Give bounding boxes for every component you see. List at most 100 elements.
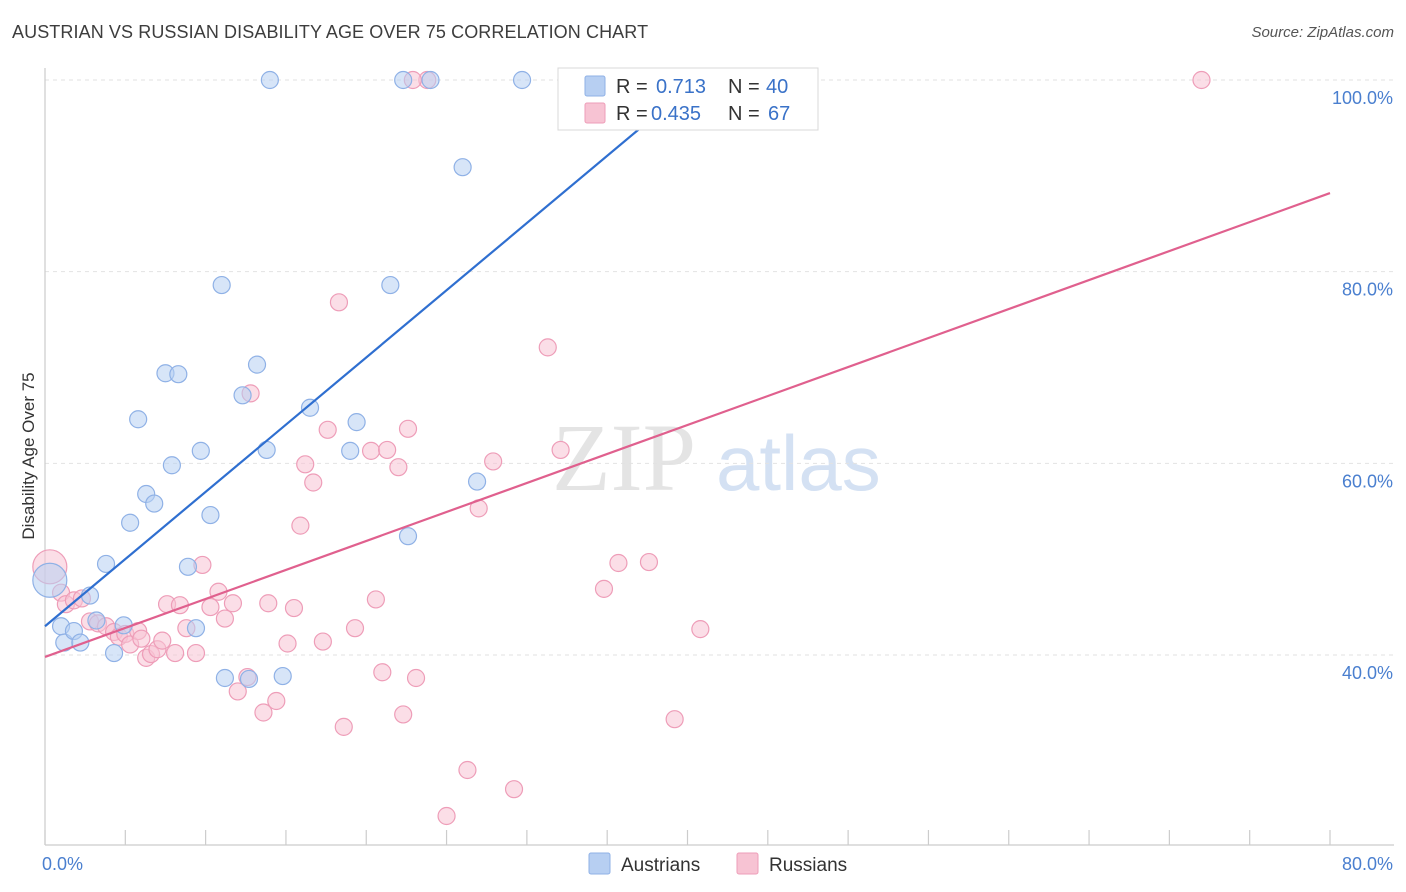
watermark-zip: ZIP bbox=[552, 404, 696, 511]
data-point bbox=[381, 275, 400, 295]
russians-r-label: R = bbox=[616, 103, 648, 125]
data-point bbox=[484, 452, 503, 471]
stats-legend: R = 0.713 N = 40 R = 0.435 N = 67 bbox=[557, 67, 819, 131]
data-point bbox=[300, 398, 320, 417]
data-point bbox=[162, 456, 181, 475]
data-point bbox=[186, 619, 206, 638]
legend-russians-swatch bbox=[736, 852, 759, 875]
russians-n-value: 67 bbox=[768, 103, 790, 125]
source-credit: Source: ZipAtlas.com bbox=[1251, 24, 1394, 41]
data-point bbox=[257, 440, 276, 460]
data-point bbox=[259, 594, 278, 613]
austrians-n-value: 40 bbox=[766, 76, 788, 98]
data-point bbox=[153, 631, 172, 650]
data-point bbox=[132, 629, 151, 648]
data-point bbox=[166, 643, 185, 663]
data-point bbox=[334, 717, 353, 736]
data-point bbox=[228, 682, 247, 701]
trend-lines bbox=[44, 74, 1331, 658]
austrians-swatch bbox=[584, 75, 606, 97]
data-point bbox=[361, 441, 381, 460]
data-point bbox=[504, 780, 524, 799]
series-legend: Austrians Russians bbox=[588, 852, 847, 876]
data-point bbox=[609, 553, 628, 573]
trend-line-russians bbox=[44, 192, 1331, 658]
y-tick-labels: 40.0% 60.0% 80.0% 100.0% bbox=[1332, 88, 1393, 683]
data-point bbox=[1192, 70, 1211, 90]
legend-austrians-swatch bbox=[588, 852, 611, 875]
data-point bbox=[278, 634, 297, 653]
y-tick-label: 40.0% bbox=[1342, 663, 1393, 683]
data-point bbox=[273, 666, 292, 686]
data-point bbox=[538, 338, 557, 357]
data-point bbox=[178, 557, 198, 576]
russians-r-value: 0.435 bbox=[651, 103, 701, 125]
data-point bbox=[254, 703, 273, 722]
austrians-r-label: R = bbox=[616, 76, 648, 98]
data-point bbox=[594, 579, 614, 598]
data-point bbox=[121, 513, 140, 532]
data-point bbox=[201, 505, 220, 525]
data-point bbox=[32, 562, 68, 598]
data-point bbox=[373, 663, 392, 682]
data-point bbox=[284, 598, 304, 618]
legend-russians-label: Russians bbox=[769, 855, 847, 876]
russians-swatch bbox=[584, 102, 606, 124]
data-point bbox=[296, 455, 315, 474]
data-point bbox=[129, 410, 148, 429]
data-point bbox=[318, 420, 337, 439]
data-point bbox=[378, 440, 397, 460]
y-tick-label: 60.0% bbox=[1342, 471, 1393, 491]
x-tick-label: 0.0% bbox=[42, 854, 83, 874]
data-point bbox=[421, 70, 440, 90]
data-point bbox=[233, 386, 252, 405]
data-point bbox=[239, 669, 259, 689]
austrians-n-label: N = bbox=[728, 76, 760, 98]
data-point bbox=[87, 611, 106, 630]
watermark: ZIP atlas bbox=[552, 404, 881, 511]
data-point bbox=[453, 158, 472, 177]
x-tick-labels: 0.0% 80.0% bbox=[42, 854, 1393, 874]
data-point bbox=[104, 643, 124, 663]
chart-title: AUSTRIAN VS RUSSIAN DISABILITY AGE OVER … bbox=[12, 22, 649, 42]
data-point bbox=[304, 473, 323, 492]
y-axis-label: Disability Age Over 75 bbox=[19, 372, 38, 539]
gridlines bbox=[45, 79, 1394, 656]
data-point bbox=[406, 668, 426, 688]
data-point bbox=[291, 516, 310, 535]
data-point bbox=[639, 552, 659, 572]
y-tick-label: 80.0% bbox=[1342, 280, 1393, 300]
data-point bbox=[398, 527, 418, 546]
data-point bbox=[186, 643, 206, 663]
data-point bbox=[215, 668, 234, 688]
data-point bbox=[398, 419, 418, 438]
data-point bbox=[389, 458, 408, 477]
legend-austrians-label: Austrians bbox=[621, 855, 700, 876]
data-point bbox=[260, 70, 279, 90]
data-point bbox=[145, 494, 164, 513]
data-point bbox=[665, 710, 684, 729]
data-point bbox=[341, 441, 360, 460]
data-point bbox=[212, 275, 231, 295]
data-point bbox=[691, 620, 710, 639]
data-point bbox=[96, 554, 116, 574]
x-axis-ticks bbox=[44, 830, 1331, 845]
x-tick-label: 80.0% bbox=[1342, 854, 1393, 874]
austrians-r-value: 0.713 bbox=[656, 76, 706, 98]
data-point bbox=[329, 293, 349, 312]
data-point bbox=[437, 806, 456, 826]
data-point bbox=[345, 619, 365, 638]
data-point bbox=[215, 609, 234, 628]
data-point bbox=[223, 594, 243, 613]
data-point bbox=[191, 441, 210, 460]
data-point bbox=[366, 590, 385, 609]
data-point bbox=[467, 472, 487, 491]
data-point bbox=[458, 760, 477, 780]
y-tick-label: 100.0% bbox=[1332, 88, 1393, 108]
russians-n-label: N = bbox=[728, 103, 760, 125]
data-point bbox=[247, 355, 267, 374]
data-point bbox=[313, 632, 332, 651]
data-point bbox=[169, 365, 188, 384]
data-point bbox=[267, 691, 286, 711]
